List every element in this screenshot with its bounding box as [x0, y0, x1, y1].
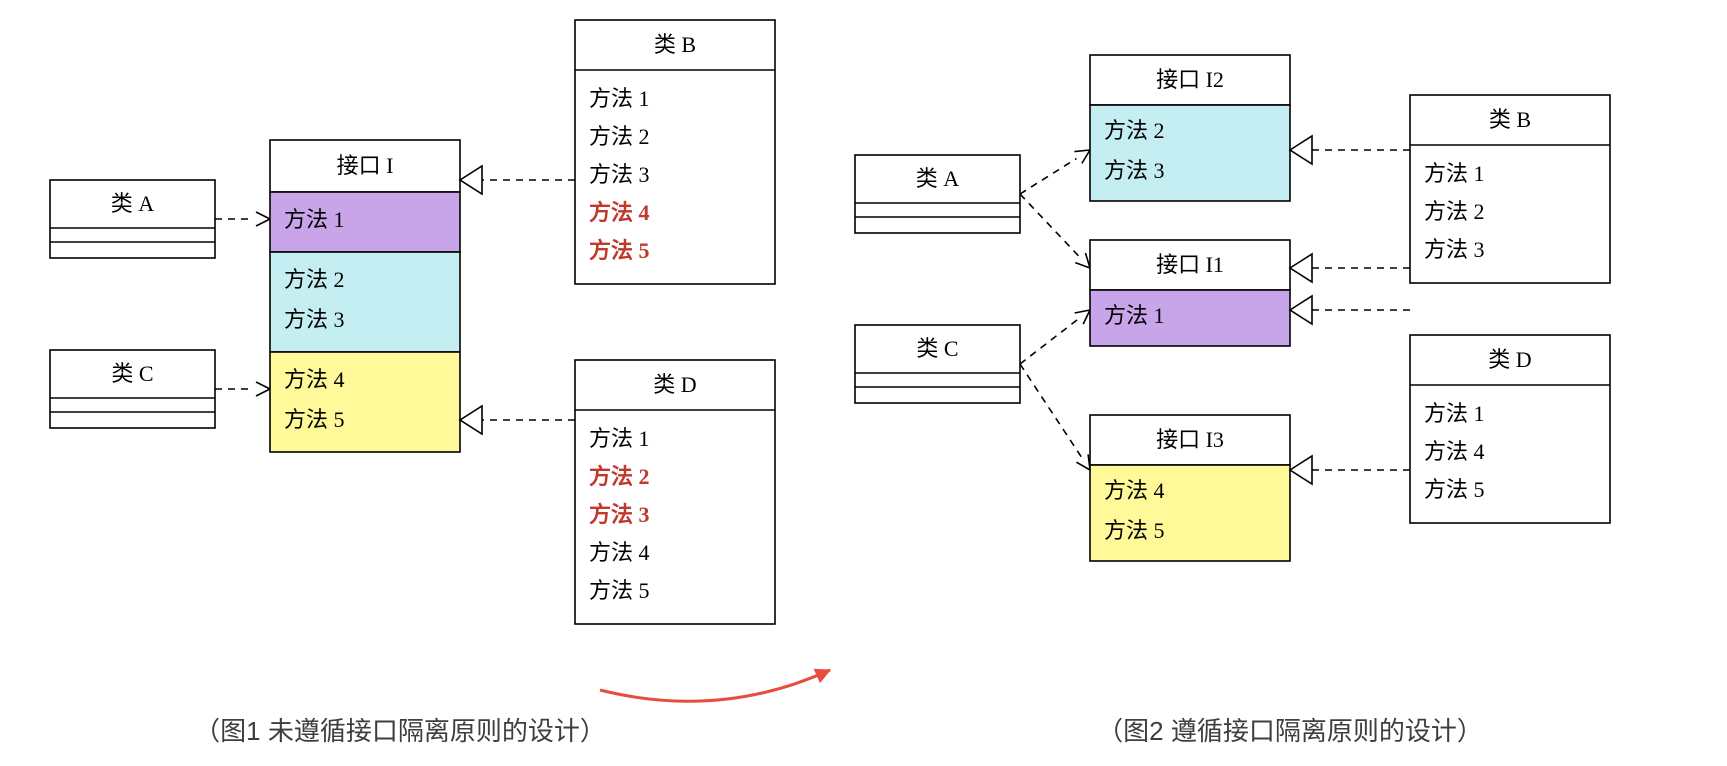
svg-text:方法 1: 方法 1	[1104, 303, 1165, 328]
svg-text:类 D: 类 D	[1488, 347, 1531, 372]
impl-right-0	[1290, 136, 1410, 164]
dep-c-i3	[1020, 364, 1090, 470]
svg-text:类 A: 类 A	[916, 166, 960, 191]
svg-text:类 B: 类 B	[1489, 107, 1531, 132]
svg-text:方法 5: 方法 5	[589, 238, 650, 263]
svg-text:类 C: 类 C	[916, 336, 958, 361]
diagram-root: 类 A 类 C 接口 I 方法 1 方法 2 方法 3 方法 4 方法 5 类 B 方法 1 方法 …	[0, 0, 1727, 766]
caption-left: （图1 未遵循接口隔离原则的设计）	[194, 716, 606, 746]
svg-text:方法 3: 方法 3	[589, 162, 650, 187]
svg-text:方法 1: 方法 1	[589, 426, 650, 451]
svg-text:方法 2: 方法 2	[589, 124, 650, 149]
impl-right-2	[1290, 296, 1410, 324]
right-interface-i3: 接口 I3 方法 4 方法 5	[1090, 415, 1290, 561]
right-class-d: 类 D 方法 1 方法 4 方法 5	[1410, 335, 1610, 523]
svg-text:方法 4: 方法 4	[589, 540, 650, 565]
impl-b-i	[460, 166, 575, 194]
svg-text:方法 3: 方法 3	[1104, 158, 1165, 183]
svg-text:方法 3: 方法 3	[1424, 237, 1485, 262]
left-interface-i: 接口 I 方法 1 方法 2 方法 3 方法 4 方法 5	[270, 140, 460, 452]
impl-d-i	[460, 406, 575, 434]
dep-c-i1	[1020, 310, 1090, 364]
svg-text:方法 1: 方法 1	[1424, 401, 1485, 426]
impl-right-1	[1290, 254, 1410, 282]
svg-text:接口 I2: 接口 I2	[1156, 67, 1224, 92]
svg-text:类 D: 类 D	[653, 372, 696, 397]
impl-right-3	[1290, 456, 1410, 484]
svg-text:方法 1: 方法 1	[1424, 161, 1485, 186]
right-interface-i2: 接口 I2 方法 2 方法 3	[1090, 55, 1290, 201]
left-class-c: 类 C	[50, 350, 215, 428]
dep-a-i1	[1020, 194, 1090, 268]
svg-text:接口 I1: 接口 I1	[1156, 252, 1224, 277]
svg-text:方法 1: 方法 1	[284, 207, 345, 232]
right-interface-i1: 接口 I1 方法 1	[1090, 240, 1290, 346]
left-class-b: 类 B 方法 1 方法 2 方法 3 方法 4 方法 5	[575, 20, 775, 284]
left-class-d: 类 D 方法 1 方法 2 方法 3 方法 4 方法 5	[575, 360, 775, 624]
svg-text:方法 5: 方法 5	[1424, 477, 1485, 502]
svg-text:类 C: 类 C	[111, 361, 153, 386]
svg-text:方法 3: 方法 3	[589, 502, 650, 527]
right-class-a: 类 A	[855, 155, 1020, 233]
svg-text:方法 1: 方法 1	[589, 86, 650, 111]
svg-text:方法 5: 方法 5	[1104, 518, 1165, 543]
svg-text:方法 2: 方法 2	[1424, 199, 1485, 224]
svg-text:方法 4: 方法 4	[1424, 439, 1485, 464]
svg-text:类 A: 类 A	[111, 191, 155, 216]
svg-text:接口 I: 接口 I	[337, 153, 394, 178]
caption-right: （图2 遵循接口隔离原则的设计）	[1097, 716, 1483, 746]
left-class-a: 类 A	[50, 180, 215, 258]
svg-text:方法 2: 方法 2	[1104, 118, 1165, 143]
svg-text:方法 3: 方法 3	[284, 307, 345, 332]
transition-arrow	[600, 669, 830, 701]
right-class-c: 类 C	[855, 325, 1020, 403]
svg-text:接口 I3: 接口 I3	[1156, 427, 1224, 452]
right-class-b: 类 B 方法 1 方法 2 方法 3	[1410, 95, 1610, 283]
dep-a-i	[215, 212, 270, 226]
svg-text:方法 2: 方法 2	[589, 464, 650, 489]
svg-text:类 B: 类 B	[654, 32, 696, 57]
svg-text:方法 5: 方法 5	[589, 578, 650, 603]
dep-c-i	[215, 382, 270, 396]
dep-a-i2	[1020, 150, 1090, 194]
svg-text:方法 5: 方法 5	[284, 407, 345, 432]
svg-text:方法 4: 方法 4	[589, 200, 650, 225]
svg-text:方法 2: 方法 2	[284, 267, 345, 292]
svg-text:方法 4: 方法 4	[1104, 478, 1165, 503]
svg-text:方法 4: 方法 4	[284, 367, 345, 392]
